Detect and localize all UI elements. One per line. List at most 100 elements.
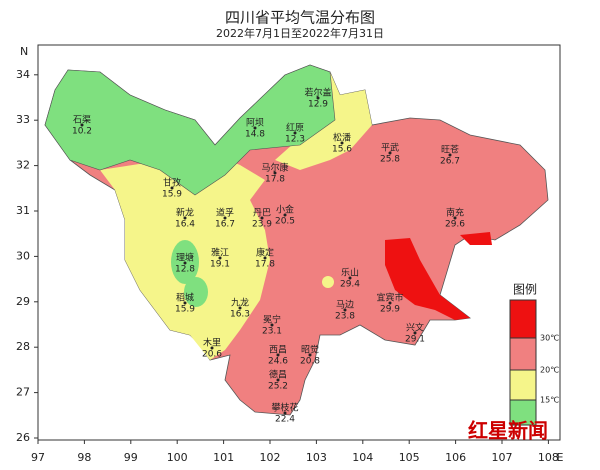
station-dot (238, 306, 242, 310)
station-dot (316, 96, 320, 100)
station-name: 兴文 (406, 322, 424, 334)
station-dot (348, 276, 352, 280)
station-name: 理塘 (176, 252, 194, 264)
legend-label: 15℃ (540, 396, 559, 405)
station-name: 旺苍 (441, 144, 459, 156)
station-value: 12.9 (308, 100, 328, 110)
station-dot (293, 131, 297, 135)
station-dot (260, 216, 264, 220)
station-dot (276, 353, 280, 357)
station-dot (448, 153, 452, 157)
x-tick-label: 98 (77, 451, 91, 464)
station-name: 红原 (286, 122, 304, 134)
station-dot (183, 301, 187, 305)
station-value: 19.1 (210, 260, 230, 270)
y-tick-label: 29 (16, 295, 30, 308)
region-hot (385, 238, 470, 320)
map-title: 四川省平均气温分布图 (225, 9, 375, 27)
station-name: 木里 (203, 337, 221, 349)
station-value: 10.2 (72, 127, 92, 137)
station-name: 雅江 (211, 247, 229, 259)
station-dot (218, 256, 222, 260)
station-name: 新龙 (176, 207, 194, 219)
station-value: 23.8 (335, 312, 355, 322)
x-tick-label: 101 (213, 451, 234, 464)
station-value: 20.8 (300, 357, 320, 367)
station-dot (308, 353, 312, 357)
x-tick-label: 99 (124, 451, 138, 464)
watermark: 红星新闻 (468, 419, 548, 443)
station-dot (413, 331, 417, 335)
map-subtitle: 2022年7月1日至2022年7月31日 (216, 26, 384, 40)
legend-label: 30℃ (540, 334, 559, 343)
station-name: 马尔康 (261, 162, 288, 174)
y-tick-label: 27 (16, 386, 30, 399)
station-dot (343, 308, 347, 312)
station-value: 14.8 (245, 130, 265, 140)
station-value: 15.9 (162, 190, 182, 200)
station-name: 小金 (276, 204, 294, 216)
station-name: 昭觉 (301, 345, 319, 356)
y-tick-label: 32 (16, 159, 30, 172)
x-tick-label: 100 (167, 451, 188, 464)
station-dot (183, 216, 187, 220)
station-value: 23.1 (262, 327, 282, 337)
x-tick-label: 107 (492, 451, 513, 464)
station-name: 甘孜 (163, 177, 181, 189)
station-dot (263, 256, 267, 260)
station-name: 丹巴 (253, 208, 271, 219)
station-value: 23.9 (252, 220, 272, 230)
station-value: 15.6 (332, 145, 352, 155)
x-tick-label: 108 (538, 451, 559, 464)
station-dot (276, 378, 280, 382)
station-dot (273, 171, 277, 175)
station-dot (170, 186, 174, 190)
region-hot (460, 232, 492, 245)
y-tick-label: 26 (16, 431, 30, 444)
station-value: 20.6 (202, 350, 222, 360)
station-dot (210, 346, 214, 350)
station-value: 20.5 (275, 217, 295, 227)
station-name: 马边 (336, 300, 354, 311)
legend-swatch (509, 369, 537, 401)
station-name: 若尔盖 (304, 87, 331, 99)
region-mild (322, 276, 334, 288)
station-name: 阿坝 (246, 118, 264, 129)
legend-title: 图例 (513, 283, 537, 297)
station-dot (270, 323, 274, 327)
station-name: 康定 (256, 247, 274, 259)
station-name: 南充 (446, 207, 464, 219)
station-value: 16.3 (230, 310, 250, 320)
station-name: 德昌 (269, 369, 287, 381)
station-name: 攀枝花 (271, 402, 298, 414)
station-value: 29.9 (380, 305, 400, 315)
station-value: 17.8 (255, 260, 275, 270)
station-name: 稻城 (176, 293, 194, 304)
station-value: 12.3 (285, 135, 305, 145)
station-name: 西昌 (269, 345, 287, 356)
y-tick-label: 34 (16, 68, 30, 81)
station-name: 松潘 (333, 132, 351, 144)
legend-swatch (509, 399, 537, 426)
station-value: 16.7 (215, 220, 235, 230)
legend-label: 20℃ (540, 366, 559, 375)
y-tick-label: 33 (16, 113, 30, 126)
region-cool (44, 64, 336, 196)
station-value: 29.4 (340, 280, 360, 290)
station-dot (253, 126, 257, 130)
x-tick-label: 104 (352, 451, 373, 464)
x-tick-label: 105 (399, 451, 420, 464)
station-dot (80, 123, 84, 127)
x-tick-label: 102 (260, 451, 281, 464)
station-name: 平武 (381, 142, 399, 154)
station-name: 乐山 (341, 267, 359, 279)
x-tick-label: 103 (306, 451, 327, 464)
station-dot (388, 301, 392, 305)
station-value: 26.7 (440, 157, 460, 167)
axis-label: N (20, 45, 28, 58)
station-value: 25.2 (268, 382, 288, 392)
station-dot (283, 411, 287, 415)
station-value: 24.6 (268, 357, 288, 367)
station-dot (340, 141, 344, 145)
